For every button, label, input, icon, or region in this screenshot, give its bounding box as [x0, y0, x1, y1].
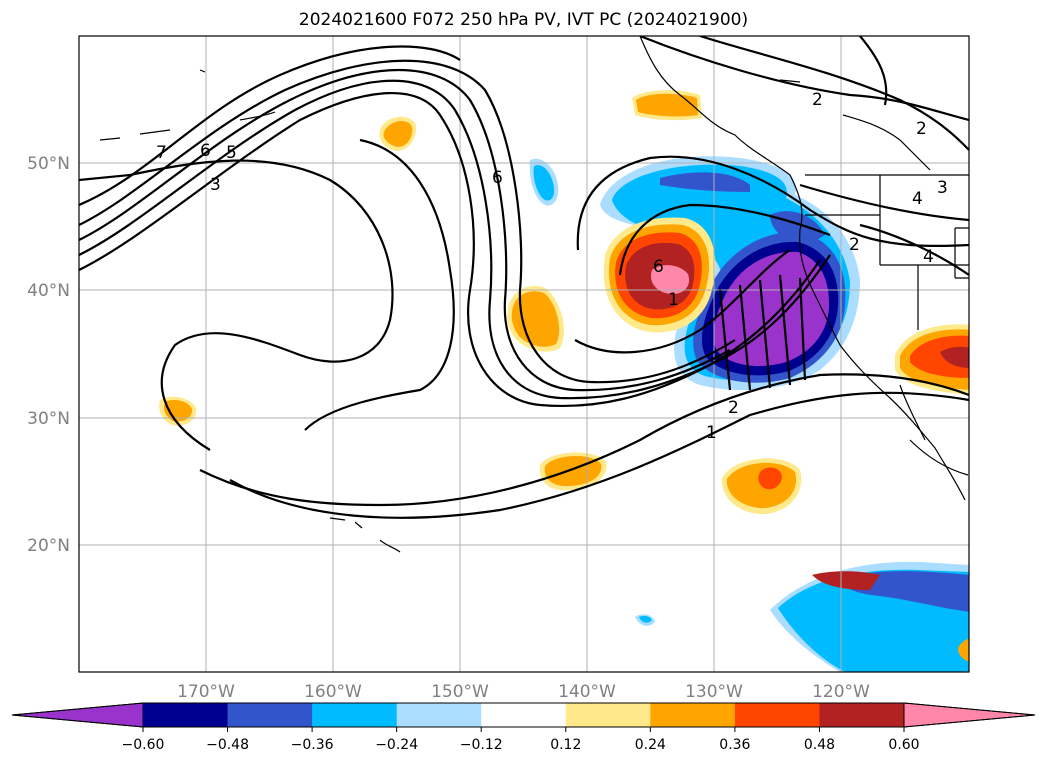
longitude-label: 150°W	[431, 682, 489, 702]
colorbar-segment	[227, 703, 313, 727]
longitude-axis: 170°W 160°W 150°W 140°W 130°W 120°W	[177, 682, 870, 702]
colorbar-tick-label: −0.48	[206, 737, 249, 753]
graticule	[79, 36, 969, 672]
map-panel: 7 6 5 3 6 6 1 2 1 2 2 3 4 4 2	[79, 36, 969, 672]
positive-anomaly-shading	[159, 90, 969, 662]
colorbar-tick-label: −0.12	[460, 737, 503, 753]
colorbar-segment	[734, 703, 820, 727]
map-title: 2024021600 F072 250 hPa PV, IVT PC (2024…	[298, 10, 749, 30]
colorbar-segment	[396, 703, 482, 727]
contour-label: 4	[923, 247, 934, 267]
latitude-label: 50°N	[27, 154, 70, 174]
colorbar-segment	[819, 703, 905, 727]
longitude-label: 130°W	[685, 682, 743, 702]
latitude-label: 20°N	[27, 536, 70, 556]
colorbar-tick-label: 0.48	[804, 737, 835, 753]
contour-label: 6	[200, 141, 211, 161]
contour-label: 1	[668, 290, 679, 310]
contour-label: 5	[226, 143, 237, 163]
colorbar-segment	[565, 703, 651, 727]
coastlines	[99, 36, 969, 553]
colorbar-tick-label: −0.24	[375, 737, 418, 753]
contour-label: 3	[937, 178, 948, 198]
contour-label: 1	[706, 423, 717, 443]
colorbar-tick-label: 0.24	[635, 737, 666, 753]
contour-label: 6	[492, 168, 503, 188]
contour-labels: 7 6 5 3 6 6 1 2 1 2 2 3 4 4 2	[156, 90, 948, 443]
longitude-label: 160°W	[304, 682, 362, 702]
contour-label: 2	[728, 398, 739, 418]
colorbar: −0.60 −0.48 −0.36 −0.24 −0.12 0.12 0.24 0.36 0.4…	[11, 702, 1036, 753]
colorbar-tick-label: 0.12	[550, 737, 581, 753]
colorbar-extend-low	[11, 702, 144, 728]
contour-label: 2	[849, 235, 860, 255]
colorbar-segment	[481, 703, 567, 727]
colorbar-tick-label: −0.60	[122, 737, 165, 753]
latitude-label: 30°N	[27, 409, 70, 429]
map-frame	[78, 35, 970, 673]
contour-label: 6	[653, 257, 664, 277]
colorbar-extend-high	[903, 702, 1036, 728]
contour-label: 2	[812, 90, 823, 110]
longitude-label: 170°W	[177, 682, 235, 702]
colorbar-tick-label: 0.60	[888, 737, 919, 753]
colorbar-tick-label: 0.36	[719, 737, 750, 753]
latitude-label: 40°N	[27, 281, 70, 301]
contour-label: 3	[210, 175, 221, 195]
longitude-label: 120°W	[812, 682, 870, 702]
latitude-axis: 50°N 40°N 30°N 20°N	[27, 154, 70, 556]
colorbar-segment	[143, 703, 229, 727]
contour-label: 4	[912, 189, 923, 209]
colorbar-segment	[312, 703, 398, 727]
colorbar-segment	[650, 703, 736, 727]
contour-label: 7	[156, 143, 167, 163]
contour-label: 2	[916, 119, 927, 139]
longitude-label: 140°W	[558, 682, 616, 702]
colorbar-tick-label: −0.36	[291, 737, 334, 753]
pv-contours	[79, 36, 969, 519]
